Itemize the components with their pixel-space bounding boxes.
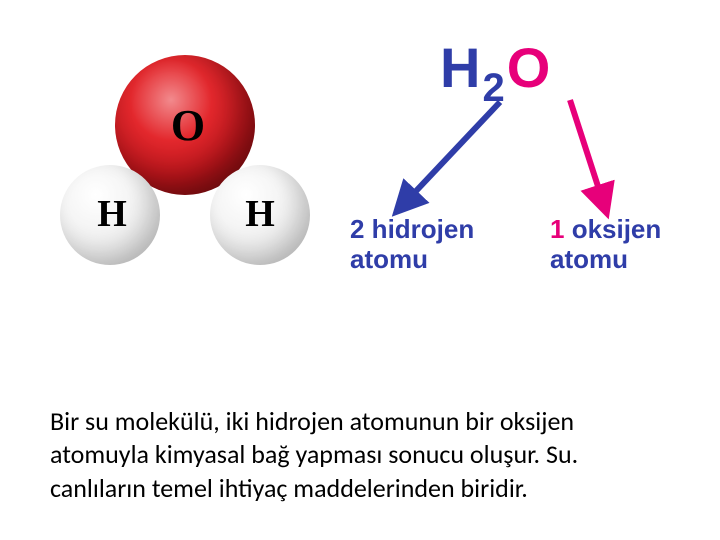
hydrogen-line1: 2 hidrojen bbox=[350, 214, 474, 244]
hydrogen-label-left: H bbox=[92, 192, 132, 236]
oxygen-label: O bbox=[168, 100, 208, 151]
arrow-hydrogen bbox=[400, 102, 500, 208]
oxygen-count-label: 1 oksijen atomu bbox=[550, 215, 710, 275]
oxygen-line2: atomu bbox=[550, 244, 628, 274]
arrows-svg bbox=[350, 40, 710, 320]
water-molecule: O H H bbox=[60, 50, 310, 280]
oxygen-word: oksijen bbox=[572, 214, 662, 244]
caption-text: Bir su molekülü, iki hidrojen atomunun b… bbox=[50, 405, 670, 505]
formula-panel: H2O 2 hidrojen atomu 1 oksijen atomu bbox=[350, 40, 710, 320]
arrow-oxygen bbox=[570, 100, 605, 208]
oxygen-prefix: 1 bbox=[550, 214, 572, 244]
hydrogen-label-right: H bbox=[240, 192, 280, 236]
hydrogen-count-label: 2 hidrojen atomu bbox=[350, 215, 530, 275]
diagram-row: O H H H2O 2 hidrojen atomu 1 oksijen bbox=[0, 30, 720, 320]
hydrogen-line2: atomu bbox=[350, 244, 428, 274]
